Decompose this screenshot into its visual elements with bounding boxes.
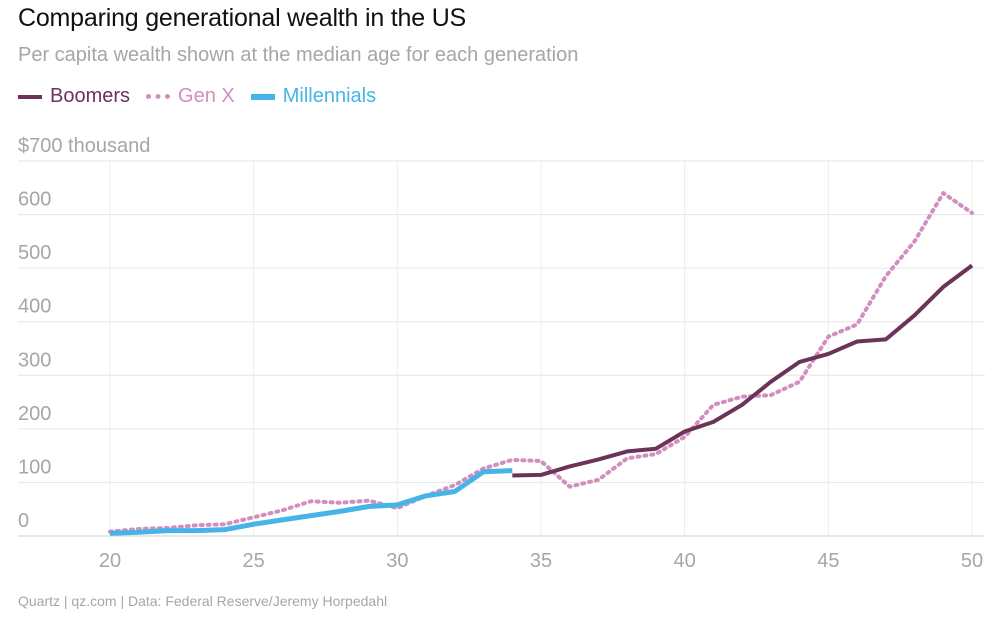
x-tick-label-0: 20 xyxy=(99,550,121,572)
y-tick-label-0: 0 xyxy=(18,510,29,532)
y-tick-label-6: 600 xyxy=(18,189,51,211)
x-tick-label-6: 50 xyxy=(961,550,983,572)
x-tick-label-4: 40 xyxy=(674,550,696,572)
legend-swatch-boomers xyxy=(18,94,42,99)
series-line-genx xyxy=(108,191,974,534)
series-line-boomers xyxy=(512,263,974,478)
y-unit-label: $700 thousand xyxy=(18,135,150,157)
legend-item-millennials: Millennials xyxy=(250,85,377,108)
y-tick-label-5: 500 xyxy=(18,242,51,264)
legend-label-genx: Gen X xyxy=(178,85,235,107)
x-tick-label-2: 30 xyxy=(386,550,408,572)
chart-subtitle: Per capita wealth shown at the median ag… xyxy=(18,44,579,66)
legend-item-genx: Gen X xyxy=(146,85,235,108)
y-tick-label-4: 400 xyxy=(18,296,51,318)
source-footer: Quartz | qz.com | Data: Federal Reserve/… xyxy=(18,593,388,609)
y-tick-label-1: 100 xyxy=(18,456,51,478)
legend-label-millennials: Millennials xyxy=(282,85,377,107)
y-tick-label-2: 200 xyxy=(18,403,51,425)
x-tick-label-5: 45 xyxy=(817,550,839,572)
x-tick-label-1: 25 xyxy=(243,550,265,572)
chart-title: Comparing generational wealth in the US xyxy=(18,4,467,32)
legend-swatch-millennials xyxy=(250,93,275,100)
legend-label-boomers: Boomers xyxy=(50,85,131,107)
x-tick-label-3: 35 xyxy=(530,550,552,572)
legend-item-boomers: Boomers xyxy=(18,85,130,108)
series-line-millennials xyxy=(109,468,513,536)
legend: Boomers Gen X Millennials xyxy=(18,85,392,108)
y-tick-label-3: 300 xyxy=(18,349,51,371)
legend-swatch-genx xyxy=(146,94,171,99)
